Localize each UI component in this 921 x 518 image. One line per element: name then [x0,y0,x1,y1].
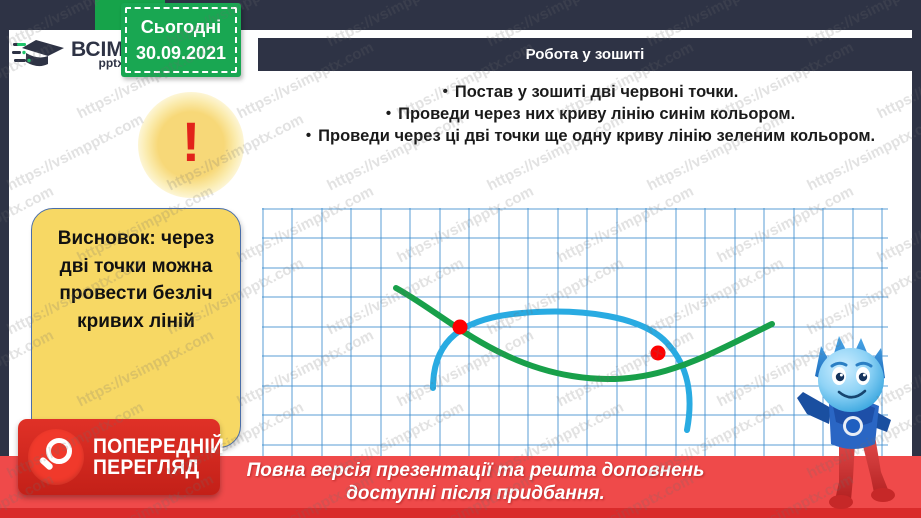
intersection-point-1 [452,319,468,335]
ribbon-line-2: доступні після придбання. [346,483,605,504]
graduation-cap-icon [12,36,68,72]
list-item-text: Проведи через ці дві точки ще одну криву… [318,126,876,145]
instructions-list: • Постав у зошиті дві червоні точки. • Про… [268,82,913,148]
right-dark-stripe [912,0,921,518]
attention-badge: ! [138,92,244,198]
bullet-marker: • [385,104,392,122]
list-item: • Проведи через них криву лінію синім кол… [268,104,913,126]
exclamation-icon: ! [181,110,201,173]
today-date-badge: Сьогодні 30.09.2021 [121,3,241,77]
date-badge-label: Сьогодні [140,16,222,37]
slide-title-bar: Робота у зошиті [258,38,912,71]
preview-badge-line-2: ПЕРЕГЛЯД [93,456,200,479]
conclusion-box: Висновок: через дві точки можна провести… [31,208,241,448]
vsimpptx-logo[interactable]: ВСІМ pptx [12,32,127,76]
intersection-point-2 [650,345,666,361]
magnifier-icon [28,429,84,485]
bullet-marker: • [305,126,312,144]
green-curve [393,285,775,382]
list-item: • Проведи через ці дві точки ще одну крив… [268,126,913,148]
fixie-character [795,332,915,512]
logo-sub: pptx [98,56,124,70]
logo-name: ВСІМ [71,38,124,61]
ribbon-bottom-edge [0,508,921,518]
preview-badge-line-1: ПОПЕРЕДНІЙ [93,434,225,458]
ribbon-line-1: Повна версія презентації та решта доповн… [246,459,705,481]
preview-badge[interactable]: ПОПЕРЕДНІЙ ПЕРЕГЛЯД [18,419,224,495]
list-item-text: Проведи через них криву лінію синім коль… [398,104,796,123]
blue-curve [430,308,693,433]
date-badge-value: 30.09.2021 [135,43,227,63]
page-title: Робота у зошиті [525,46,645,63]
list-item-text: Постав у зошиті дві червоні точки. [454,83,739,101]
left-dark-stripe [0,0,9,518]
glow-circle [138,92,244,198]
bullet-marker: • [442,83,448,100]
list-item: • Постав у зошиті дві червоні точки. [268,82,913,104]
notebook-grid-figure [262,208,888,456]
legs [829,436,895,509]
grid-lines [262,208,888,456]
conclusion-text: Висновок: через дві точки можна провести… [57,228,215,332]
